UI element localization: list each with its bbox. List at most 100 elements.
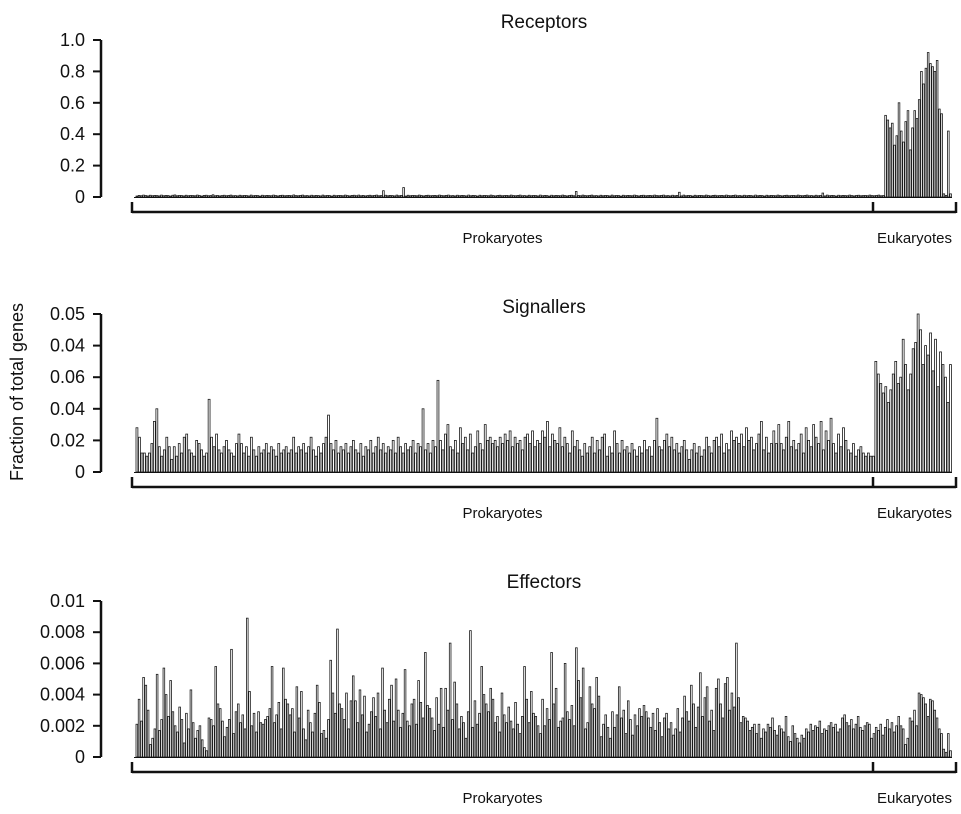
bar	[640, 716, 643, 758]
bar	[361, 455, 365, 473]
bar	[451, 719, 454, 758]
bar	[444, 195, 448, 198]
y-tick-label: 0.2	[60, 156, 85, 176]
bar	[468, 433, 472, 473]
bar	[193, 195, 197, 198]
bar	[824, 430, 828, 473]
bar	[223, 194, 226, 198]
bar	[723, 683, 727, 758]
bar	[341, 195, 345, 198]
bar	[734, 194, 737, 198]
bar	[613, 430, 616, 473]
bar	[164, 694, 168, 758]
bar	[566, 711, 569, 758]
bar	[192, 455, 196, 473]
bar	[146, 195, 150, 198]
bar	[559, 195, 562, 198]
bar	[906, 737, 909, 758]
bar	[608, 446, 611, 473]
bar	[222, 446, 226, 473]
bar	[644, 195, 647, 198]
bar	[322, 443, 325, 473]
bar	[363, 695, 366, 758]
bar	[673, 195, 677, 198]
bar	[832, 443, 835, 473]
bar	[859, 195, 863, 198]
bar	[216, 703, 220, 758]
bar	[299, 195, 302, 198]
bar	[284, 446, 288, 473]
bar	[178, 195, 181, 198]
bar	[909, 149, 912, 198]
bar	[755, 443, 758, 473]
bar	[456, 194, 459, 198]
bar	[938, 108, 941, 198]
bar	[931, 370, 935, 473]
bar	[798, 742, 801, 758]
bar	[722, 195, 726, 198]
bar	[541, 698, 544, 758]
bar	[478, 712, 481, 758]
bar	[234, 711, 238, 758]
bar	[460, 716, 463, 758]
bar	[277, 702, 281, 758]
bar	[367, 723, 371, 758]
bar	[769, 726, 772, 758]
bar	[762, 728, 765, 758]
bar	[578, 449, 582, 473]
bar	[396, 436, 400, 473]
bar	[828, 195, 831, 198]
bar	[394, 452, 398, 473]
bar	[636, 725, 639, 758]
bar	[461, 443, 465, 473]
bar	[675, 195, 679, 198]
bar	[539, 733, 542, 758]
bar	[509, 720, 513, 758]
bar	[371, 452, 375, 473]
bar	[888, 728, 891, 758]
bar	[178, 706, 181, 758]
bar	[917, 692, 921, 758]
bar	[622, 194, 625, 198]
bar	[570, 194, 573, 198]
bar	[384, 194, 387, 198]
bar	[404, 195, 408, 198]
bar	[653, 439, 656, 473]
bar	[669, 195, 672, 198]
bar	[803, 195, 807, 198]
bar	[895, 135, 899, 198]
bar	[483, 424, 487, 473]
bar	[605, 455, 609, 473]
bar	[665, 433, 669, 473]
bar	[613, 726, 616, 758]
bar	[638, 446, 641, 473]
bar	[299, 449, 303, 473]
bar	[187, 449, 191, 473]
bar	[710, 709, 713, 758]
bar	[211, 194, 215, 198]
bar	[166, 195, 170, 198]
bar	[870, 195, 874, 198]
bar	[886, 402, 890, 473]
bar	[776, 194, 780, 198]
bar	[207, 717, 211, 758]
bar	[351, 675, 355, 758]
bar	[539, 194, 542, 198]
bar	[240, 195, 244, 198]
bar	[309, 722, 312, 758]
bar	[921, 364, 925, 473]
bar	[279, 728, 283, 758]
bar	[209, 195, 213, 198]
bar	[570, 705, 574, 758]
bar	[599, 194, 603, 198]
bar	[332, 194, 336, 198]
bar	[719, 703, 722, 758]
bar	[929, 332, 932, 473]
bar	[727, 195, 730, 198]
bar	[370, 195, 374, 198]
bar	[376, 436, 380, 473]
bar	[855, 195, 858, 198]
bar	[778, 725, 781, 758]
bar	[891, 373, 895, 473]
bar	[314, 455, 318, 473]
